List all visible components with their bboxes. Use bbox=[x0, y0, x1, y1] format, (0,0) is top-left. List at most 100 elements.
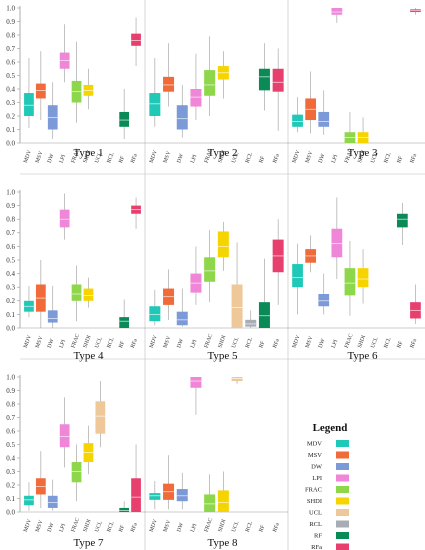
legend-label: LPI bbox=[312, 475, 322, 482]
legend-label: RF bbox=[314, 533, 322, 540]
box-rcl bbox=[245, 319, 257, 327]
box-rfa bbox=[131, 478, 141, 512]
box-ucl bbox=[231, 284, 243, 328]
box-mdv bbox=[24, 93, 34, 116]
x-tick-label: RFa bbox=[130, 338, 139, 349]
x-tick-label: SHDI bbox=[82, 519, 92, 533]
x-tick-label: SHDI bbox=[217, 519, 227, 533]
x-tick-label: RFa bbox=[130, 522, 139, 533]
box-dw bbox=[47, 495, 58, 508]
box-msv bbox=[163, 76, 175, 92]
box-mdv bbox=[149, 493, 161, 500]
x-tick-label: RCL bbox=[245, 151, 255, 164]
x-tick-label: LPI bbox=[59, 523, 68, 533]
x-tick-label: RFa bbox=[130, 153, 139, 164]
x-tick-label: UCL bbox=[370, 151, 380, 164]
legend-label: RFa bbox=[311, 544, 322, 550]
x-tick-label: DW bbox=[318, 152, 327, 163]
box-lpi bbox=[59, 424, 70, 448]
legend-swatch bbox=[336, 532, 349, 539]
panel-title: Type 8 bbox=[207, 537, 238, 549]
y-tick-label: 0.0 bbox=[6, 324, 15, 332]
y-tick-label: 0.1 bbox=[6, 126, 15, 134]
y-tick-label: 0.8 bbox=[6, 31, 15, 39]
y-tick-label: 0.1 bbox=[6, 311, 15, 319]
y-tick-label: 0.4 bbox=[6, 85, 15, 93]
legend-swatch bbox=[336, 509, 349, 516]
box-rfa bbox=[131, 33, 141, 46]
x-tick-label: SHDI bbox=[217, 150, 227, 164]
x-tick-label: MSV bbox=[35, 336, 45, 349]
y-tick-label: 0.5 bbox=[6, 256, 15, 264]
legend-label: MSV bbox=[308, 452, 322, 459]
box-shdi bbox=[83, 288, 94, 301]
x-tick-label: MDV bbox=[149, 150, 159, 164]
x-tick-label: FRAC bbox=[344, 333, 355, 349]
legend-label: SHDI bbox=[307, 498, 322, 505]
y-tick-label: 0.0 bbox=[6, 139, 15, 147]
x-tick-label: RFa bbox=[409, 338, 418, 349]
x-tick-label: DW bbox=[176, 152, 185, 163]
x-tick-label: RCL bbox=[383, 336, 393, 349]
x-tick-label: MDV bbox=[23, 519, 33, 533]
box-dw bbox=[176, 489, 188, 502]
x-tick-label: RF bbox=[396, 340, 404, 348]
box-frac bbox=[344, 268, 356, 296]
y-tick-label: 0.7 bbox=[6, 229, 15, 237]
x-tick-label: MDV bbox=[149, 335, 159, 349]
y-tick-label: 0.2 bbox=[6, 112, 15, 120]
box-lpi bbox=[331, 8, 343, 15]
x-tick-label: RF bbox=[118, 340, 126, 348]
legend-label: FRAC bbox=[305, 487, 322, 494]
y-tick-label: 0.4 bbox=[6, 270, 15, 278]
x-tick-label: RF bbox=[118, 155, 126, 163]
x-tick-label: RCL bbox=[245, 520, 255, 533]
x-tick-label: FRAC bbox=[70, 333, 81, 349]
box-rf bbox=[119, 507, 130, 512]
y-tick-label: 0.8 bbox=[6, 216, 15, 224]
x-tick-label: RCL bbox=[106, 336, 116, 349]
x-tick-label: RFa bbox=[409, 153, 418, 164]
x-tick-label: LPI bbox=[190, 523, 199, 533]
y-tick-label: 0.2 bbox=[6, 481, 15, 489]
y-tick-label: 0.3 bbox=[6, 99, 15, 107]
x-tick-label: FRAC bbox=[70, 148, 81, 164]
x-tick-label: RCL bbox=[106, 151, 116, 164]
y-tick-label: 0.6 bbox=[6, 427, 15, 435]
x-tick-label: DW bbox=[47, 152, 56, 163]
legend-label: UCL bbox=[309, 510, 322, 517]
box-msv bbox=[35, 83, 46, 99]
x-tick-label: MSV bbox=[162, 336, 172, 349]
y-tick-label: 1.0 bbox=[6, 4, 15, 12]
box-frac bbox=[204, 70, 216, 96]
x-tick-label: MSV bbox=[305, 336, 315, 349]
y-tick-label: 0.9 bbox=[6, 387, 15, 395]
x-tick-label: DW bbox=[47, 521, 56, 532]
box-rf bbox=[258, 302, 270, 328]
x-tick-label: MSV bbox=[162, 151, 172, 164]
x-tick-label: RCL bbox=[245, 336, 255, 349]
x-tick-label: LPI bbox=[59, 154, 68, 164]
x-tick-label: RCL bbox=[106, 520, 116, 533]
panel-title: Type 2 bbox=[207, 147, 237, 159]
legend-title: Legend bbox=[313, 422, 348, 434]
panel-title: Type 4 bbox=[73, 350, 104, 362]
x-tick-label: RF bbox=[258, 155, 266, 163]
box-lpi bbox=[331, 228, 343, 258]
box-dw bbox=[47, 310, 58, 323]
legend-swatch bbox=[336, 451, 349, 459]
y-tick-label: 1.0 bbox=[6, 373, 15, 381]
y-tick-label: 0.5 bbox=[6, 72, 15, 80]
box-dw bbox=[176, 105, 188, 130]
legend-label: MDV bbox=[307, 441, 322, 448]
box-lpi bbox=[190, 377, 202, 388]
x-tick-label: FRAC bbox=[344, 148, 355, 164]
box-ucl bbox=[231, 377, 243, 382]
legend-swatch bbox=[336, 497, 349, 505]
box-lpi bbox=[190, 89, 202, 107]
x-tick-label: UCL bbox=[94, 151, 104, 164]
box-dw bbox=[318, 294, 330, 307]
legend: Legend MDV MSV DW LPI FRAC SHDI UCL RCL RF RFa bbox=[305, 422, 349, 550]
y-tick-label: 0.7 bbox=[6, 45, 15, 53]
